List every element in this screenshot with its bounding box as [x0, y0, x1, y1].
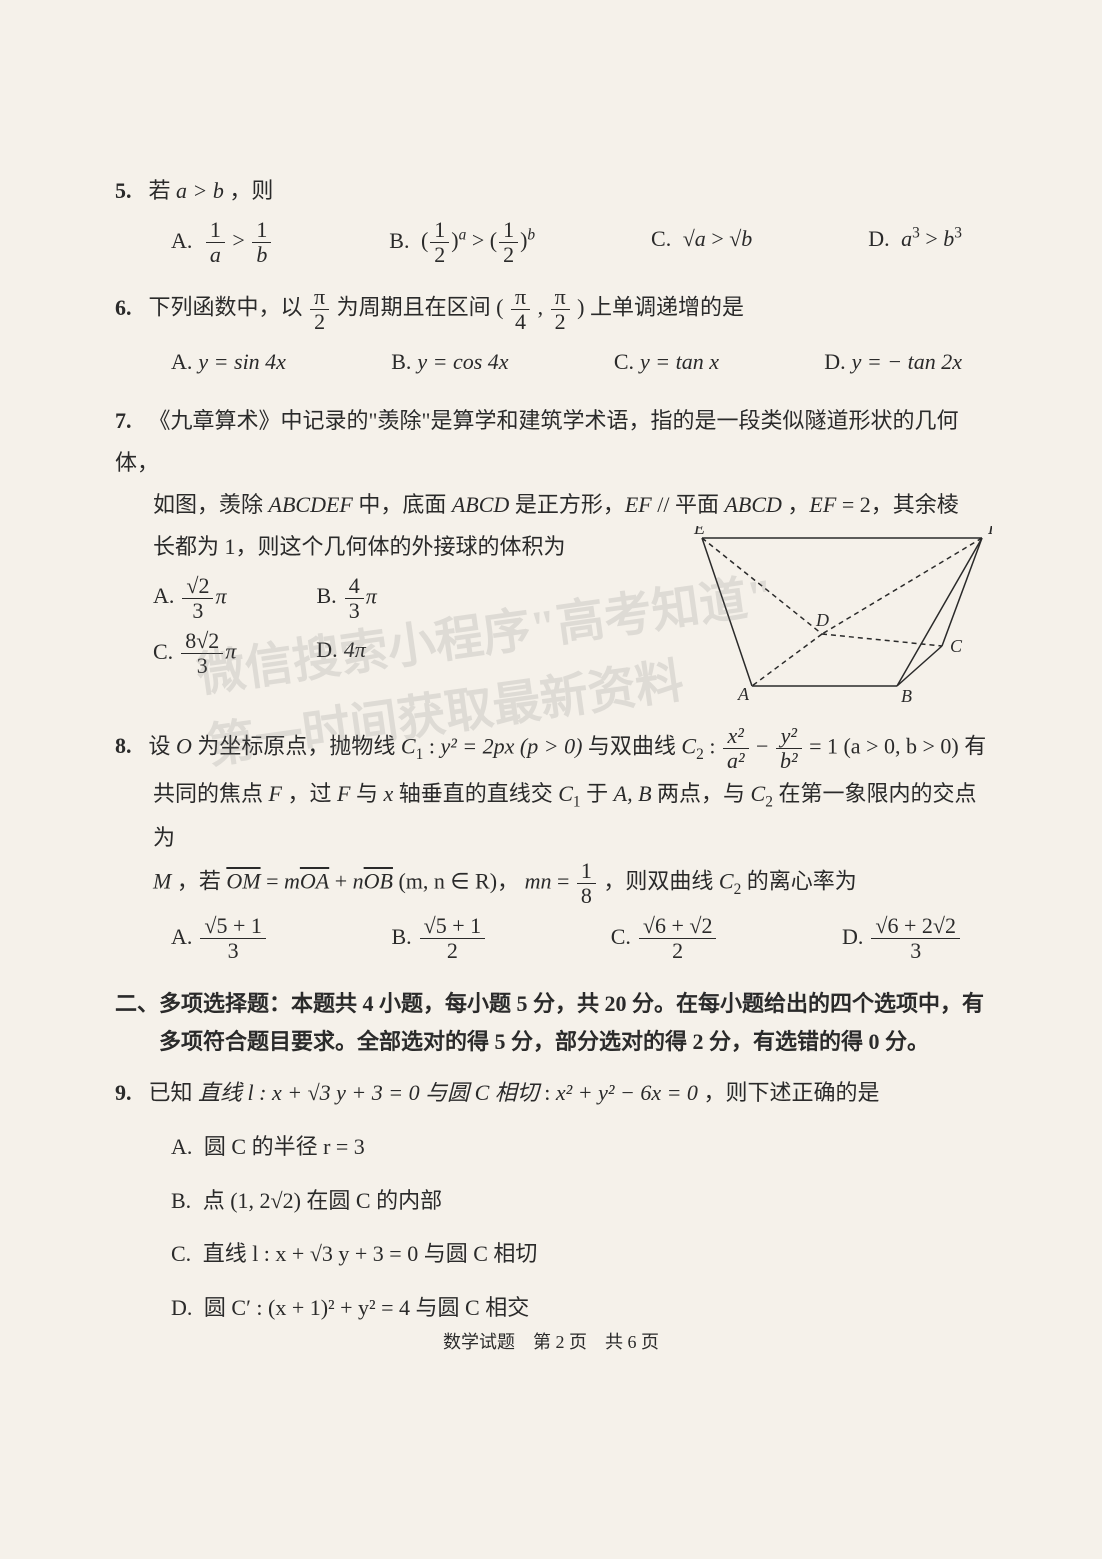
q7-number: 7. — [115, 400, 143, 442]
q6-options: A.y = sin 4x B.y = cos 4x C.y = tan x D.… — [115, 341, 992, 383]
question-9: 9. 已知 直线 l : x + √3 y + 3 = 0 与圆 C 相切 : … — [115, 1072, 992, 1329]
q7-line3: 长都为 1，则这个几何体的外接球的体积为 — [153, 526, 662, 568]
q5-stem-suffix: ，则 — [229, 178, 273, 203]
q8-line3: M ，若 OM = mOA + nOB (m, n ∈ R)， mn = 18 … — [115, 859, 992, 908]
q7-option-a: A.√23π — [153, 574, 227, 623]
svg-text:B: B — [901, 686, 912, 706]
q7-line2: 如图，羡除 ABCDEF 中，底面 ABCD 是正方形，EF // 平面 ABC… — [115, 484, 992, 526]
q5-option-a: A. 1a > 1b — [171, 218, 273, 267]
section2-header: 二、多项选择题：本题共 4 小题，每小题 5 分，共 20 分。在每小题给出的四… — [115, 985, 992, 1060]
q7-line1: 《九章算术》中记录的"羡除"是算学和建筑学术语，指的是一段类似隧道形状的几何体， — [115, 408, 958, 475]
question-5: 5. 若 a > b ，则 A. 1a > 1b B. (12)a > (12)… — [115, 170, 992, 267]
question-6: 6. 下列函数中，以 π2 为周期且在区间 ( π4 , π2 ) 上单调递增的… — [115, 285, 992, 382]
q5-stem-prefix: 若 — [149, 178, 177, 203]
page-footer: 数学试题 第 2 页 共 6 页 — [0, 1325, 1102, 1359]
q5-condition: a > b — [176, 178, 224, 203]
q5-option-c: C. √a > √b — [651, 218, 752, 267]
q9-number: 9. — [115, 1072, 143, 1114]
q6-option-b: B.y = cos 4x — [391, 341, 508, 383]
q7-left: 长都为 1，则这个几何体的外接球的体积为 A.√23π B.43π C.8√23… — [153, 526, 662, 679]
q8-line2: 共同的焦点 F ，过 F 与 x 轴垂直的直线交 C1 于 A, B 两点，与 … — [115, 773, 992, 858]
question-7: 7. 《九章算术》中记录的"羡除"是算学和建筑学术语，指的是一段类似隧道形状的几… — [115, 400, 992, 705]
q6-option-c: C.y = tan x — [614, 341, 719, 383]
q8-option-b: B.√5 + 12 — [391, 914, 487, 963]
q9-option-a: A. 圆 C 的半径 r = 3 — [115, 1126, 992, 1168]
q7-option-b: B.43π — [317, 574, 377, 623]
q7-diagram: E F A B C D — [682, 526, 992, 706]
q8-option-d: D.√6 + 2√23 — [842, 914, 962, 963]
svg-text:A: A — [737, 684, 750, 704]
q8-number: 8. — [115, 725, 143, 767]
question-8: 8. 设 O 为坐标原点，抛物线 C1 : y² = 2px (p > 0) 与… — [115, 724, 992, 964]
q5-option-b: B. (12)a > (12)b — [389, 218, 535, 267]
svg-text:C: C — [950, 636, 963, 656]
svg-text:F: F — [987, 526, 992, 538]
svg-text:E: E — [693, 526, 705, 538]
q7-row: 长都为 1，则这个几何体的外接球的体积为 A.√23π B.43π C.8√23… — [115, 526, 992, 706]
q5-options: A. 1a > 1b B. (12)a > (12)b C. √a > √b D… — [115, 218, 992, 267]
q9-option-b: B. 点 (1, 2√2) 在圆 C 的内部 — [115, 1180, 992, 1222]
q7-options-row2: C.8√23π D.4π — [153, 629, 662, 678]
q6-number: 6. — [115, 287, 143, 329]
q6-option-d: D.y = − tan 2x — [824, 341, 962, 383]
svg-text:D: D — [815, 610, 829, 630]
q8-option-a: A.√5 + 13 — [171, 914, 268, 963]
exam-page: 微信搜索小程序"高考知道" 第一时间获取最新资料 5. 若 a > b ，则 A… — [0, 0, 1102, 1559]
q7-options-row1: A.√23π B.43π — [153, 574, 662, 623]
q6-option-a: A.y = sin 4x — [171, 341, 286, 383]
q7-option-d: D.4π — [316, 629, 365, 678]
q9-option-c: C. 直线 l : x + √3 y + 3 = 0 与圆 C 相切 — [115, 1233, 992, 1275]
q8-option-c: C.√6 + √22 — [611, 914, 719, 963]
q8-options: A.√5 + 13 B.√5 + 12 C.√6 + √22 D.√6 + 2√… — [115, 914, 992, 963]
q7-option-c: C.8√23π — [153, 629, 236, 678]
q5-option-d: D. a3 > b3 — [868, 218, 962, 267]
q5-number: 5. — [115, 170, 143, 212]
q9-option-d: D. 圆 C′ : (x + 1)² + y² = 4 与圆 C 相交 — [115, 1287, 992, 1329]
